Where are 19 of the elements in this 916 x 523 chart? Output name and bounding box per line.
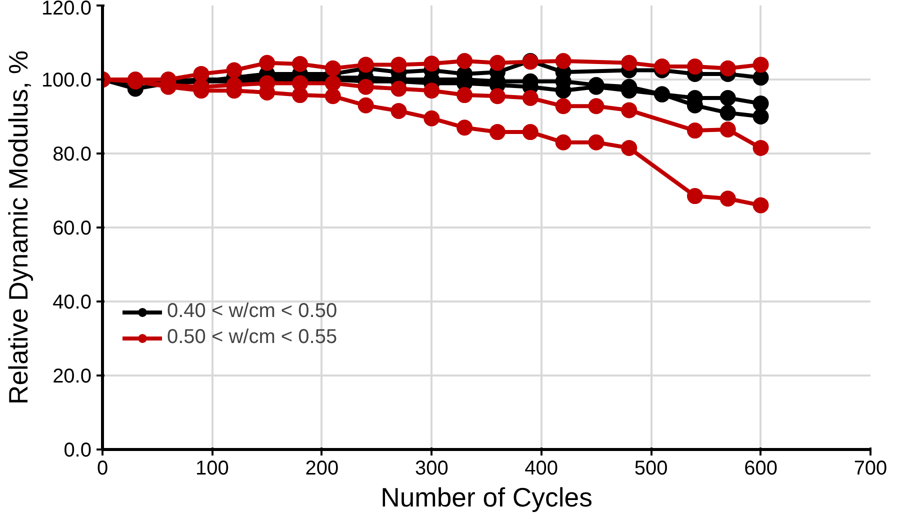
x-tick-label: 600	[744, 458, 778, 480]
y-tick-label: 100.0	[41, 70, 92, 92]
x-axis-title: Number of Cycles	[380, 482, 592, 512]
y-tick-label: 80.0	[52, 144, 92, 166]
y-tick-label: 20.0	[52, 366, 92, 388]
y-tick-label: 0.0	[64, 440, 92, 462]
x-tick-label: 200	[305, 458, 339, 480]
x-tick-label: 0	[96, 458, 108, 480]
y-tick-label: 40.0	[52, 292, 92, 314]
x-tick-label: 300	[414, 458, 448, 480]
y-tick-label: 120.0	[41, 0, 92, 20]
y-tick-label: 60.0	[52, 218, 92, 240]
legend-label: 0.50 < w/cm < 0.55	[167, 326, 338, 349]
x-tick-label: 100	[196, 458, 229, 480]
x-tick-label: 400	[524, 458, 558, 480]
legend-label: 0.40 < w/cm < 0.50	[167, 300, 338, 323]
x-tick-label: 700	[854, 458, 888, 480]
x-tick-label: 500	[634, 458, 668, 480]
y-axis-title: Relative Dynamic Modulus, %	[3, 50, 34, 405]
